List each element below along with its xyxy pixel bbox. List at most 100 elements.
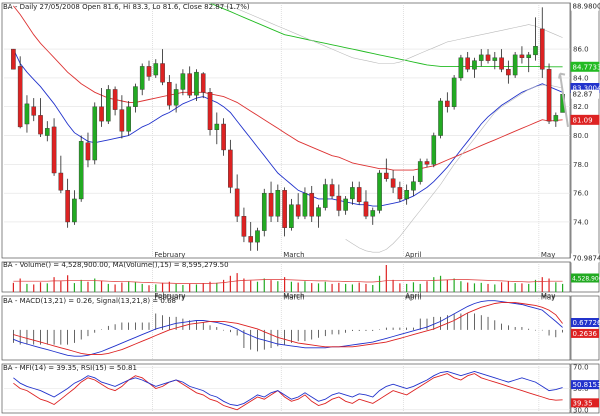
price-candle-down (31, 106, 37, 116)
price-candle-down (200, 73, 206, 93)
price-y-tick-label: 78.0 (573, 161, 589, 169)
price-candle-down (167, 82, 172, 106)
price-candle-up (377, 172, 382, 211)
volume-panel-title: BA - Volume() = 4,528,900.00, MA(Volume(… (3, 261, 229, 269)
price-y-tick-label: 76.0 (573, 190, 589, 198)
rsi-line (13, 371, 563, 406)
price-candle-down (465, 57, 470, 70)
price-month-label: April (405, 251, 421, 259)
vol-month-label: February (154, 292, 185, 300)
price-candle-up (411, 181, 416, 191)
price-forecast-arrow (558, 72, 569, 128)
price-candle-up (472, 60, 477, 70)
price-candle-down (119, 109, 125, 132)
price-candle-up (78, 141, 84, 200)
price-candle-up (350, 187, 355, 200)
price-candle-down (390, 178, 396, 188)
vol-month-label: April (405, 292, 421, 300)
price-candle-up (289, 204, 294, 228)
price-candle-up (72, 198, 77, 223)
price-candle-down (187, 73, 192, 96)
mfi-line (13, 373, 563, 411)
price-candle-up (255, 230, 260, 243)
price-candle-down (485, 54, 491, 61)
price-candle-down (221, 123, 226, 151)
price-candle-up (92, 106, 98, 161)
price-month-label: February (154, 251, 185, 259)
price-candle-up (533, 46, 538, 56)
price-candle-up (526, 54, 532, 58)
price-candle-down (248, 236, 254, 243)
price-candle-down (65, 190, 70, 223)
macd-signal-line (13, 302, 563, 355)
price-candle-up (24, 103, 30, 125)
price-candle-up (275, 190, 281, 217)
price-candle-down (51, 126, 57, 174)
price-candle-down (309, 192, 315, 217)
price-candle-up (322, 184, 328, 208)
macd-panel-title: BA - MACD(13,21) = 0.26, Signal(13,21,8)… (3, 297, 176, 305)
mfi-value-label-box (571, 380, 599, 390)
macd-month-label: May (541, 294, 555, 302)
price-candle-down (207, 92, 213, 130)
price-axis-frame (570, 2, 600, 259)
price-candle-up (261, 192, 267, 231)
price-value-label: 84.7733 (573, 63, 600, 71)
price-candle-up (302, 192, 308, 217)
mfi-value-label-box (571, 398, 599, 408)
price-value-label: 81.09 (573, 116, 593, 124)
price-candle-down (397, 187, 403, 200)
price-upper-band-line (209, 2, 563, 64)
price-candle-down (519, 54, 525, 58)
mfi-value-label: 39.35 (573, 399, 593, 407)
price-candle-down (241, 216, 247, 237)
volume-value-label: 4,528,900 (572, 276, 600, 283)
price-candle-up (194, 71, 199, 96)
mfi-y-tick-label: 70.0 (573, 364, 589, 372)
price-candle-up (316, 207, 321, 217)
price-candle-down (295, 204, 301, 217)
price-candle-down (234, 188, 240, 217)
price-candle-up (512, 54, 518, 76)
price-value-label-box (570, 114, 600, 125)
price-candle-up (451, 77, 457, 107)
price-candle-down (506, 69, 511, 76)
price-candle-down (146, 66, 152, 77)
price-ma-slow-line (13, 5, 563, 171)
price-candle-down (112, 89, 118, 110)
price-candle-down (85, 142, 91, 161)
price-candle-down (228, 149, 233, 188)
macd-month-label: April (405, 294, 421, 302)
price-lower-band-line (345, 84, 563, 253)
price-candle-down (384, 172, 389, 179)
price-candle-down (38, 115, 43, 135)
price-candle-down (499, 57, 504, 70)
price-value-label: 70.9874 (573, 255, 600, 263)
price-value-label-box (571, 89, 599, 99)
price-value-label: 82.87 (573, 91, 593, 99)
price-candle-down (282, 190, 287, 228)
price-value-label: 88.9800 (573, 3, 600, 11)
price-candle-up (106, 89, 111, 122)
price-candle-up (404, 190, 409, 200)
price-candle-up (173, 89, 179, 106)
price-candle-up (438, 100, 443, 136)
macd-value-label: 0.67726 (573, 319, 600, 327)
mfi-y-tick-label: 30.0 (573, 406, 589, 414)
macd-panel-frame (1, 295, 571, 361)
price-candle-up (153, 63, 159, 76)
price-candle-up (478, 54, 484, 61)
macd-axis-frame (570, 295, 600, 361)
macd-value-label-box (571, 328, 599, 338)
macd-line (13, 300, 563, 357)
price-candle-down (336, 195, 342, 211)
price-candle-down (329, 184, 335, 197)
volume-ma-line (13, 279, 563, 284)
price-candle-down (445, 100, 450, 107)
price-y-tick-label: 86.0 (573, 46, 589, 54)
macd-value-label-box (571, 318, 599, 328)
price-value-label: 83.3004 (573, 84, 600, 92)
price-candle-up (180, 73, 186, 90)
